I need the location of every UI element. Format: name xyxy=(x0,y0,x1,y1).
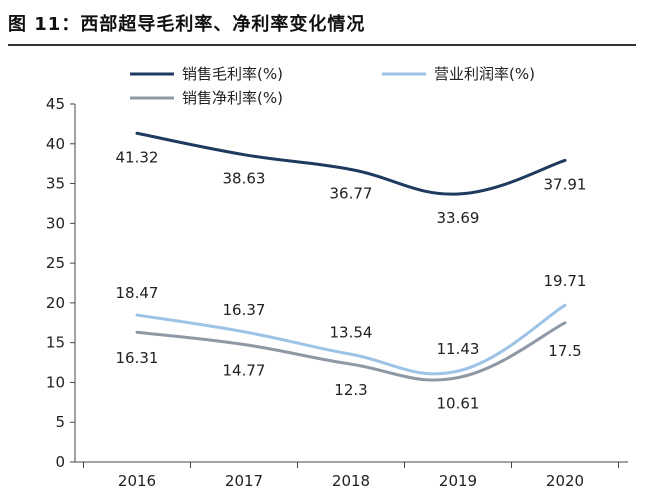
y-tick-label: 0 xyxy=(55,453,65,471)
figure-title: 图 11：西部超导毛利率、净利率变化情况 xyxy=(8,14,366,35)
legend-label-net-margin: 销售净利率(%) xyxy=(182,89,283,107)
legend: 销售毛利率(%) 营业利润率(%) 销售净利率(%) xyxy=(130,65,535,107)
x-tick-label: 2017 xyxy=(225,472,263,490)
y-tick-label: 45 xyxy=(46,95,65,113)
data-labels: 41.32 38.63 36.77 33.69 37.91 18.47 16.37 13.54… xyxy=(116,148,587,412)
y-tick-label: 35 xyxy=(46,175,65,193)
x-tick-label: 2020 xyxy=(546,472,584,490)
y-tick-label: 40 xyxy=(46,135,65,153)
x-tick-label: 2018 xyxy=(332,472,370,490)
data-label-gross-margin: 37.91 xyxy=(544,175,587,193)
series-lines xyxy=(135,131,567,382)
data-label-gross-margin: 41.32 xyxy=(116,148,159,166)
series-line-gross-margin xyxy=(135,131,567,196)
y-tick-label: 10 xyxy=(46,373,65,391)
title-divider xyxy=(8,44,636,46)
data-label-net-margin: 10.61 xyxy=(437,395,480,413)
x-tick-label: 2019 xyxy=(439,472,477,490)
data-label-operating-margin: 19.71 xyxy=(544,272,587,290)
y-tick-label: 20 xyxy=(46,294,65,312)
data-label-operating-margin: 11.43 xyxy=(437,340,480,358)
data-label-net-margin: 17.5 xyxy=(548,342,581,360)
y-tick-label: 5 xyxy=(55,413,65,431)
data-label-gross-margin: 38.63 xyxy=(223,170,266,188)
series-line-operating-margin xyxy=(135,303,567,376)
y-tick-label: 30 xyxy=(46,214,65,232)
data-label-net-margin: 12.3 xyxy=(334,381,367,399)
y-tick-label: 25 xyxy=(46,254,65,272)
legend-label-gross-margin: 销售毛利率(%) xyxy=(182,65,283,83)
legend-label-operating-margin: 营业利润率(%) xyxy=(434,65,535,83)
data-label-operating-margin: 18.47 xyxy=(116,284,159,302)
data-label-operating-margin: 13.54 xyxy=(330,323,373,341)
data-label-net-margin: 14.77 xyxy=(223,361,266,379)
data-label-gross-margin: 36.77 xyxy=(330,184,373,202)
series-line-net-margin xyxy=(135,321,567,382)
data-label-net-margin: 16.31 xyxy=(116,349,159,367)
data-label-gross-margin: 33.69 xyxy=(437,209,480,227)
x-tick-label: 2016 xyxy=(118,472,156,490)
chart-axes: 0 5 10 15 20 25 30 35 40 45 2016 2017 2018 2019 2020 xyxy=(46,95,628,490)
data-label-operating-margin: 16.37 xyxy=(223,301,266,319)
y-tick-label: 15 xyxy=(46,334,65,352)
